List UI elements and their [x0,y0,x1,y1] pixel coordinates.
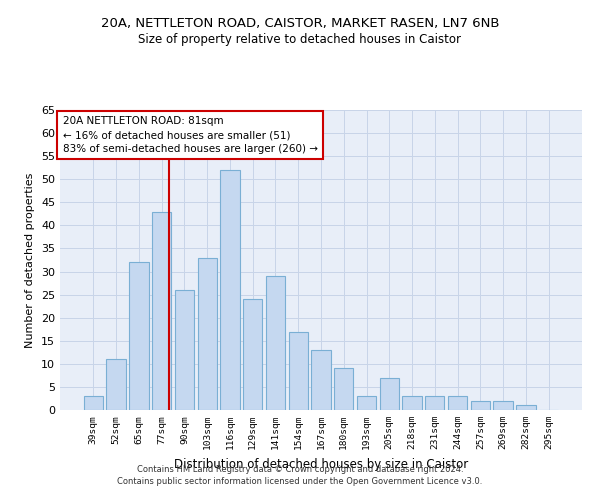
Bar [493,401,513,410]
Bar [334,368,353,410]
Text: 20A, NETTLETON ROAD, CAISTOR, MARKET RASEN, LN7 6NB: 20A, NETTLETON ROAD, CAISTOR, MARKET RAS… [101,18,499,30]
Bar [380,378,399,410]
Text: Contains HM Land Registry data © Crown copyright and database right 2024.: Contains HM Land Registry data © Crown c… [137,465,463,474]
Bar [243,299,262,410]
Bar [266,276,285,410]
Bar [106,359,126,410]
Bar [357,396,376,410]
Bar [220,170,239,410]
Bar [84,396,103,410]
Y-axis label: Number of detached properties: Number of detached properties [25,172,35,348]
X-axis label: Distribution of detached houses by size in Caistor: Distribution of detached houses by size … [174,458,468,470]
Bar [289,332,308,410]
Bar [129,262,149,410]
Bar [403,396,422,410]
Bar [152,212,172,410]
Bar [175,290,194,410]
Bar [425,396,445,410]
Bar [311,350,331,410]
Bar [516,406,536,410]
Bar [448,396,467,410]
Text: Contains public sector information licensed under the Open Government Licence v3: Contains public sector information licen… [118,477,482,486]
Bar [470,401,490,410]
Bar [197,258,217,410]
Text: 20A NETTLETON ROAD: 81sqm
← 16% of detached houses are smaller (51)
83% of semi-: 20A NETTLETON ROAD: 81sqm ← 16% of detac… [62,116,317,154]
Text: Size of property relative to detached houses in Caistor: Size of property relative to detached ho… [139,32,461,46]
